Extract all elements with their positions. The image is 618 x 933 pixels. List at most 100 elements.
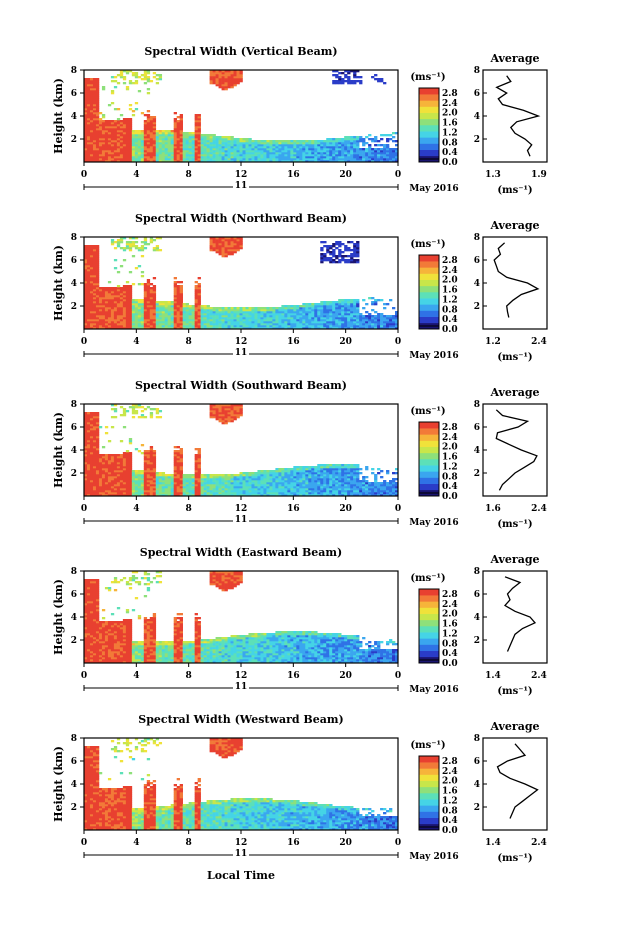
heatmap-cell [144, 317, 147, 319]
heatmap-cell [114, 474, 117, 476]
heatmap-cell [278, 315, 281, 317]
x-tick-label: 4 [133, 170, 139, 180]
heatmap-cell [177, 474, 180, 476]
heatmap-cell [222, 416, 225, 418]
heatmap-cell [195, 307, 198, 309]
heatmap-cell [275, 140, 278, 142]
heatmap-cell [153, 305, 156, 307]
heatmap-cell [222, 474, 225, 476]
heatmap-cell [93, 490, 96, 492]
heatmap-cell [278, 319, 281, 321]
heatmap-cell [219, 484, 222, 486]
heatmap-cell [147, 154, 150, 156]
heatmap-cell [219, 492, 222, 494]
heatmap-cell [302, 156, 305, 158]
heatmap-cell [147, 76, 150, 78]
heatmap-cell [102, 492, 105, 494]
heatmap-cell [374, 138, 377, 140]
heatmap-cell [114, 301, 117, 303]
heatmap-cell [129, 486, 132, 488]
heatmap-cell [153, 142, 156, 144]
heatmap-cell [141, 158, 144, 160]
heatmap-cell [311, 154, 314, 156]
heatmap-cell [150, 142, 153, 144]
heatmap-cell [93, 325, 96, 327]
heatmap-cell [156, 144, 159, 146]
heatmap-cell [237, 74, 240, 76]
heatmap-cell [329, 140, 332, 142]
heatmap-cell [201, 156, 204, 158]
heatmap-cell [117, 122, 120, 124]
heatmap-cell [105, 301, 108, 303]
heatmap-cell [177, 126, 180, 128]
heatmap-cell [174, 490, 177, 492]
heatmap-cell [150, 462, 153, 464]
heatmap-cell [228, 323, 231, 325]
heatmap-cell [314, 307, 317, 309]
heatmap-cell [180, 295, 183, 297]
heatmap-cell [105, 472, 108, 474]
y-tick-label: 6 [71, 89, 77, 99]
heatmap-cell [135, 474, 138, 476]
heatmap-cell [162, 488, 165, 490]
heatmap-cell [168, 311, 171, 313]
heatmap-cell [150, 488, 153, 490]
heatmap-cell [156, 410, 159, 412]
heatmap-cell [87, 480, 90, 482]
heatmap-cell [87, 488, 90, 490]
heatmap-cell [87, 98, 90, 100]
heatmap-cell [213, 315, 216, 317]
heatmap-cell [132, 283, 135, 285]
heatmap-cell [225, 492, 228, 494]
heatmap-cell [96, 442, 99, 444]
heatmap-cell [216, 148, 219, 150]
heatmap-cell [350, 154, 353, 156]
heatmap-cell [186, 134, 189, 136]
heatmap-cell [216, 309, 219, 311]
heatmap-cell [93, 486, 96, 488]
heatmap-cell [162, 130, 165, 132]
heatmap-cell [248, 307, 251, 309]
heatmap-cell [296, 323, 299, 325]
heatmap-cell [126, 462, 129, 464]
heatmap-cell [219, 315, 222, 317]
heatmap-cell [132, 158, 135, 160]
heatmap-cell [216, 245, 219, 247]
heatmap-cell [150, 283, 153, 285]
heatmap-cell [129, 319, 132, 321]
heatmap-cell [266, 152, 269, 154]
heatmap-cell [120, 462, 123, 464]
heatmap-cell [126, 245, 129, 247]
heatmap-cell [174, 289, 177, 291]
heatmap-cell [323, 142, 326, 144]
heatmap-cell [87, 305, 90, 307]
heatmap-cell [96, 434, 99, 436]
heatmap-cell [99, 456, 102, 458]
heatmap-cell [216, 78, 219, 80]
heatmap-cell [87, 466, 90, 468]
heatmap-cell [344, 301, 347, 303]
heatmap-cell [156, 309, 159, 311]
heatmap-cell [290, 317, 293, 319]
colorbar-unit: (ms⁻¹) [410, 72, 445, 83]
heatmap-cell [219, 410, 222, 412]
heatmap-cell [386, 303, 389, 305]
heatmap-cell [126, 450, 129, 452]
heatmap-cell [275, 313, 278, 315]
heatmap-cell [180, 281, 183, 283]
heatmap-cell [237, 311, 240, 313]
heatmap-cell [284, 146, 287, 148]
heatmap-cell [153, 299, 156, 301]
heatmap-cell [93, 144, 96, 146]
heatmap-cell [102, 291, 105, 293]
heatmap-cell [186, 484, 189, 486]
heatmap-cell [368, 321, 371, 323]
heatmap-cell [237, 152, 240, 154]
heatmap-cell [329, 253, 332, 255]
heatmap-cell [108, 136, 111, 138]
heatmap-cell [341, 82, 344, 84]
heatmap-cell [302, 148, 305, 150]
heatmap-cell [254, 158, 257, 160]
heatmap-cell [132, 319, 135, 321]
heatmap-cell [383, 82, 386, 84]
